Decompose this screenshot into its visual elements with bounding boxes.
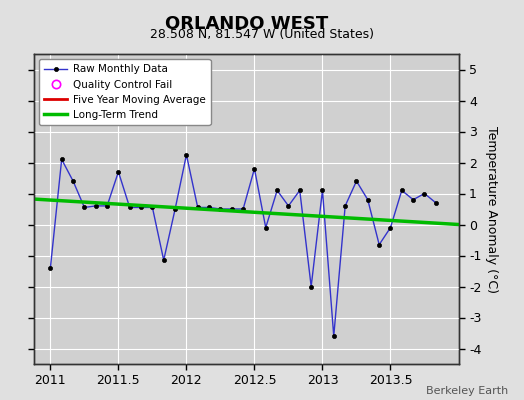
Raw Monthly Data bbox=[59, 157, 65, 162]
Raw Monthly Data bbox=[274, 188, 280, 193]
Line: Raw Monthly Data: Raw Monthly Data bbox=[48, 153, 438, 338]
Raw Monthly Data bbox=[342, 204, 348, 208]
Raw Monthly Data bbox=[93, 204, 99, 208]
Raw Monthly Data bbox=[183, 152, 190, 157]
Raw Monthly Data bbox=[172, 206, 178, 211]
Raw Monthly Data bbox=[433, 200, 439, 205]
Raw Monthly Data bbox=[421, 191, 428, 196]
Raw Monthly Data bbox=[410, 197, 417, 202]
Legend: Raw Monthly Data, Quality Control Fail, Five Year Moving Average, Long-Term Tren: Raw Monthly Data, Quality Control Fail, … bbox=[39, 59, 211, 125]
Raw Monthly Data bbox=[206, 205, 212, 210]
Raw Monthly Data bbox=[365, 197, 371, 202]
Raw Monthly Data bbox=[387, 225, 394, 230]
Text: 28.508 N, 81.547 W (United States): 28.508 N, 81.547 W (United States) bbox=[150, 28, 374, 41]
Raw Monthly Data bbox=[115, 170, 122, 174]
Raw Monthly Data bbox=[104, 204, 110, 208]
Raw Monthly Data bbox=[263, 225, 269, 230]
Raw Monthly Data bbox=[47, 266, 53, 270]
Title: ORLANDO WEST: ORLANDO WEST bbox=[165, 15, 328, 33]
Raw Monthly Data bbox=[228, 206, 235, 211]
Text: Berkeley Earth: Berkeley Earth bbox=[426, 386, 508, 396]
Raw Monthly Data bbox=[297, 188, 303, 193]
Raw Monthly Data bbox=[194, 205, 201, 210]
Raw Monthly Data bbox=[376, 242, 383, 247]
Raw Monthly Data bbox=[308, 284, 314, 289]
Raw Monthly Data bbox=[353, 179, 359, 184]
Raw Monthly Data bbox=[399, 188, 405, 193]
Raw Monthly Data bbox=[149, 205, 156, 210]
Raw Monthly Data bbox=[127, 205, 133, 210]
Raw Monthly Data bbox=[160, 258, 167, 262]
Raw Monthly Data bbox=[240, 206, 246, 211]
Raw Monthly Data bbox=[285, 204, 291, 208]
Raw Monthly Data bbox=[138, 205, 144, 210]
Raw Monthly Data bbox=[252, 166, 258, 171]
Raw Monthly Data bbox=[70, 179, 77, 184]
Raw Monthly Data bbox=[217, 206, 224, 211]
Raw Monthly Data bbox=[331, 334, 337, 338]
Raw Monthly Data bbox=[319, 188, 325, 193]
Raw Monthly Data bbox=[81, 205, 88, 210]
Y-axis label: Temperature Anomaly (°C): Temperature Anomaly (°C) bbox=[485, 126, 498, 292]
